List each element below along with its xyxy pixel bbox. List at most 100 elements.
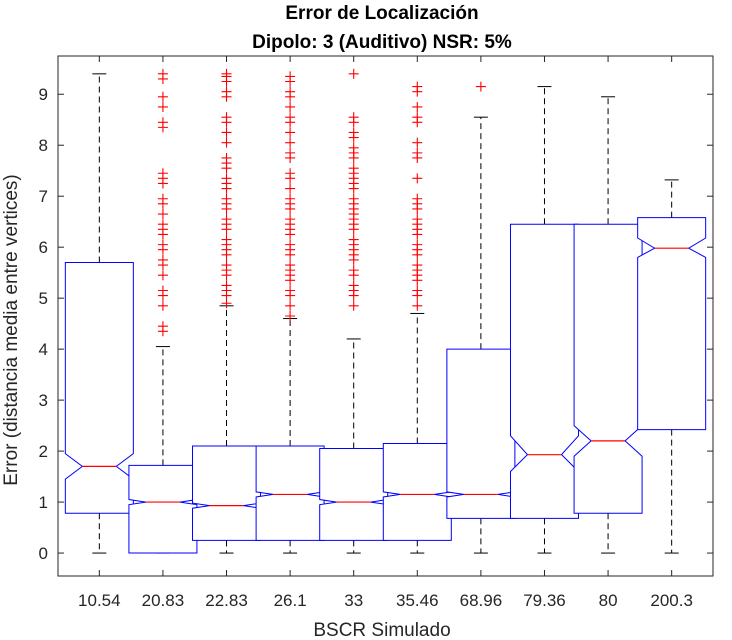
x-tick-label: 68.96: [460, 591, 503, 610]
chart-subtitle: Dipolo: 3 (Auditivo) NSR: 5%: [252, 32, 512, 53]
outlier-point: [348, 112, 359, 123]
outlier-point: [412, 137, 423, 148]
y-tick-label: 0: [39, 544, 48, 563]
outlier-point: [285, 239, 296, 250]
outlier-point: [285, 168, 296, 179]
outlier-point: [348, 265, 359, 276]
outlier-point: [348, 280, 359, 291]
x-tick-label: 10.54: [78, 591, 121, 610]
y-tick-label: 6: [39, 238, 48, 257]
outlier-point: [285, 285, 296, 296]
x-axis-label: BSCR Simulado: [313, 620, 450, 640]
x-tick-label: 35.46: [396, 591, 439, 610]
outlier-point: [412, 300, 423, 311]
outlier-point: [285, 300, 296, 311]
outlier-point: [412, 101, 423, 112]
box-body: [637, 217, 707, 431]
outlier-point: [157, 193, 168, 204]
outlier-point: [157, 285, 168, 296]
outlier-point: [285, 112, 296, 123]
outlier-point: [157, 300, 168, 311]
outlier-point: [221, 214, 232, 225]
outlier-point: [221, 234, 232, 245]
outlier-point: [285, 101, 296, 112]
outlier-point: [412, 193, 423, 204]
outlier-point: [157, 321, 168, 332]
outlier-point: [221, 260, 232, 271]
outlier-point: [412, 239, 423, 250]
outlier-point: [348, 163, 359, 174]
x-tick-label: 79.36: [523, 591, 566, 610]
outlier-point: [157, 168, 168, 179]
outlier-point: [221, 280, 232, 291]
outlier-point: [221, 173, 232, 184]
x-tick-label: 80: [599, 591, 618, 610]
outlier-point: [157, 209, 168, 220]
box-body: [128, 464, 198, 554]
outlier-point: [412, 81, 423, 92]
chart-title: Error de Localización: [285, 3, 478, 24]
plot-area: 0 1 2 3 4 5 6 7 8 9 10.54 20.83 22.83 26.1 33 35.46 68.9…: [39, 55, 714, 610]
outlier-point: [157, 239, 168, 250]
outlier-point: [348, 193, 359, 204]
box-body: [192, 445, 262, 541]
y-tick-label: 1: [39, 493, 48, 512]
outlier-point: [157, 91, 168, 102]
outlier-point: [285, 137, 296, 148]
outlier-point: [157, 117, 168, 128]
outlier-point: [221, 68, 232, 79]
x-tick-label: 33: [344, 591, 363, 610]
outlier-point: [285, 127, 296, 138]
outlier-point: [285, 147, 296, 158]
box-body: [319, 448, 389, 541]
outlier-point: [412, 260, 423, 271]
y-tick-label: 9: [39, 85, 48, 104]
outlier-point: [221, 152, 232, 163]
y-tick-label: 5: [39, 289, 48, 308]
outlier-point: [221, 127, 232, 138]
outlier-point: [285, 214, 296, 225]
outlier-point: [285, 260, 296, 271]
outlier-point: [412, 147, 423, 158]
y-tick-label: 7: [39, 187, 48, 206]
y-tick-label: 3: [39, 391, 48, 410]
outlier-point: [348, 68, 359, 79]
outlier-point: [412, 112, 423, 123]
outlier-point: [221, 112, 232, 123]
outlier-point: [285, 311, 296, 321]
outlier-point: [285, 71, 296, 82]
box-body: [382, 442, 452, 541]
outlier-point: [348, 234, 359, 245]
box-body: [509, 223, 579, 519]
box-body: [573, 223, 643, 514]
outlier-point: [348, 300, 359, 311]
y-tick-label: 2: [39, 442, 48, 461]
x-tick-label: 200.3: [650, 591, 693, 610]
x-tick-label: 20.83: [142, 591, 185, 610]
outlier-point: [475, 81, 486, 92]
y-axis-label: Error (distancia media entre vertices): [1, 174, 22, 486]
outlier-point: [157, 101, 168, 112]
outlier-point: [285, 183, 296, 194]
outlier-point: [285, 86, 296, 97]
outlier-point: [285, 193, 296, 204]
outlier-point: [412, 214, 423, 225]
outlier-point: [157, 254, 168, 265]
outlier-point: [348, 127, 359, 138]
outlier-point: [157, 270, 168, 281]
outlier-point: [221, 137, 232, 148]
box-body: [446, 348, 516, 519]
x-tick-label: 22.83: [205, 591, 248, 610]
y-tick-label: 8: [39, 136, 48, 155]
outlier-point: [412, 173, 423, 184]
x-tick-label: 26.1: [274, 591, 307, 610]
outlier-point: [221, 193, 232, 204]
outlier-point: [221, 86, 232, 97]
outlier-point: [348, 142, 359, 153]
outlier-point: [412, 285, 423, 296]
plot-frame: [57, 55, 714, 577]
outlier-point: [157, 219, 168, 230]
outlier-point: [157, 68, 168, 79]
y-tick-label: 4: [39, 340, 48, 359]
